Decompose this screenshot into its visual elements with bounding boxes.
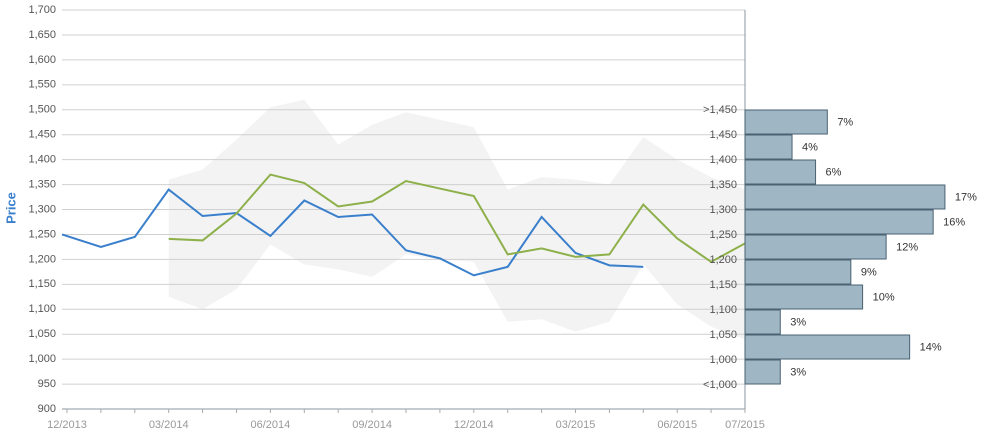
bar-value-label: 10% (873, 291, 895, 303)
bar-value-label: 9% (861, 266, 877, 278)
bar-value-label: 4% (802, 141, 818, 153)
y-tick-label: 1,150 (28, 278, 56, 290)
y-tick-label: 1,500 (28, 104, 56, 116)
histogram-bar (744, 284, 864, 310)
y-tick-label: 1,350 (28, 178, 56, 190)
bar-value-label: 3% (790, 366, 806, 378)
bin-label: 1,200 (709, 254, 737, 266)
x-tick-label: 03/2014 (149, 419, 189, 431)
bin-label: <1,000 (703, 379, 737, 391)
y-tick-label: 1,650 (28, 29, 56, 41)
histogram-bar (744, 259, 852, 285)
y-tick-label: 1,700 (28, 4, 56, 16)
x-tick-label: 03/2015 (556, 419, 596, 431)
y-tick-label: 1,400 (28, 154, 56, 166)
y-tick-label: 1,100 (28, 303, 56, 315)
bin-label: 1,100 (709, 304, 737, 316)
y-tick-label: 1,250 (28, 228, 56, 240)
y-axis-label: Price (3, 192, 18, 224)
histogram-bar (744, 184, 946, 210)
bin-label: 1,300 (709, 204, 737, 216)
y-tick-label: 950 (38, 378, 56, 390)
y-tick-label: 900 (38, 403, 56, 415)
y-tick-label: 1,600 (28, 54, 56, 66)
bar-value-label: 12% (896, 241, 918, 253)
bin-label: 1,450 (709, 129, 737, 141)
y-tick-label: 1,200 (28, 253, 56, 265)
histogram-bar (744, 159, 817, 185)
histogram-bar (744, 109, 828, 135)
x-tick-label: 12/2014 (454, 419, 494, 431)
y-tick-label: 1,000 (28, 353, 56, 365)
bin-label: >1,450 (703, 104, 737, 116)
bin-label: 1,250 (709, 229, 737, 241)
bin-label: 1,400 (709, 154, 737, 166)
bar-value-label: 6% (826, 166, 842, 178)
series-line (168, 173, 746, 264)
x-tick-label: 12/2013 (47, 419, 87, 431)
y-tick-label: 1,450 (28, 129, 56, 141)
y-tick-label: 1,300 (28, 203, 56, 215)
histogram-bar (744, 234, 887, 260)
y-tick-label: 1,050 (28, 328, 56, 340)
histogram-bar (744, 334, 911, 360)
bar-value-label: 7% (837, 116, 853, 128)
bar-value-label: 16% (943, 216, 965, 228)
x-tick-label: 07/2015 (725, 419, 765, 431)
bar-value-label: 14% (920, 341, 942, 353)
bin-label: 1,350 (709, 179, 737, 191)
bin-label: 1,150 (709, 279, 737, 291)
bar-value-label: 3% (790, 316, 806, 328)
histogram-bar (744, 359, 781, 385)
histogram-bar (744, 209, 934, 235)
x-tick-label: 06/2015 (657, 419, 697, 431)
bin-label: 1,000 (709, 354, 737, 366)
bin-label: 1,050 (709, 329, 737, 341)
series-line (61, 188, 644, 277)
y-tick-label: 1,550 (28, 79, 56, 91)
histogram-bar (744, 134, 793, 160)
x-tick-label: 06/2014 (251, 419, 291, 431)
x-tick-label: 09/2014 (352, 419, 392, 431)
histogram-bar (744, 309, 781, 335)
bar-value-label: 17% (955, 191, 977, 203)
